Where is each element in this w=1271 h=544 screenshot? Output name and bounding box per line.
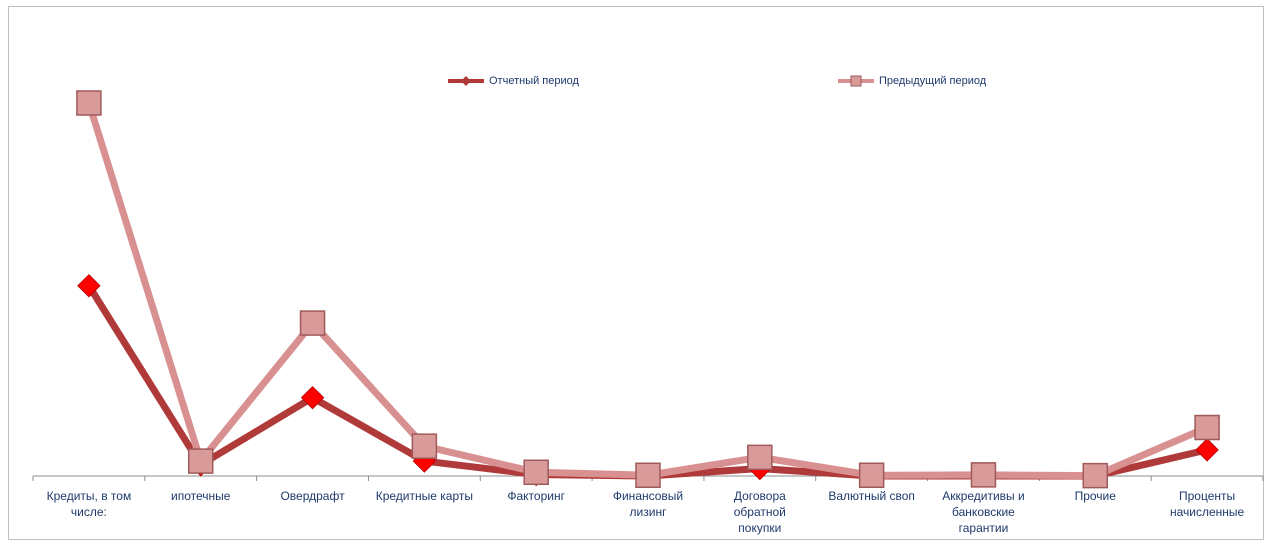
- x-tick-label: Кредитные карты: [375, 489, 473, 503]
- line-chart: [32, 90, 1264, 489]
- x-tick-label: Овердрафт: [280, 489, 345, 503]
- x-tick-label: Кредиты, в том числе:: [46, 489, 132, 519]
- series-line: [85, 99, 1211, 480]
- series-line: [85, 282, 1211, 480]
- legend-label: Отчетный период: [489, 75, 579, 87]
- data-point: [76, 90, 102, 116]
- legend-label: Предыдущий период: [879, 75, 987, 87]
- x-tick-label: Договора обратной покупки: [733, 489, 786, 535]
- data-point: [1195, 438, 1219, 462]
- series-layer: [76, 90, 1220, 489]
- chart-frame: Кредиты, в том числе: ипотечные Овердрафт К…: [8, 6, 1264, 540]
- x-tick-label: Проценты начисленные: [1169, 489, 1245, 519]
- data-point: [77, 274, 101, 298]
- legend-swatch: [448, 76, 484, 86]
- x-tick-label: Факторинг: [507, 489, 565, 503]
- legend-swatch: [838, 75, 874, 87]
- data-point: [858, 462, 885, 489]
- data-point: [411, 433, 438, 459]
- x-tick-label: Финансовый лизинг: [612, 489, 684, 519]
- legend-entry: Предыдущий период: [837, 73, 986, 89]
- data-point: [1082, 462, 1109, 489]
- data-point: [747, 444, 773, 471]
- legend-entry: Отчетный период: [447, 73, 579, 89]
- data-point: [299, 310, 326, 336]
- data-point: [970, 462, 997, 488]
- x-tick-label: Прочие: [1074, 489, 1116, 503]
- data-point: [635, 462, 661, 489]
- data-point: [523, 459, 549, 486]
- data-point: [187, 448, 214, 474]
- x-tick-label: Аккредитивы и банковские гарантии: [942, 489, 1025, 535]
- x-tick-label: Валютный своп: [828, 489, 915, 503]
- data-point: [1194, 414, 1220, 441]
- x-tick-label: ипотечные: [171, 489, 231, 503]
- data-point: [300, 385, 325, 410]
